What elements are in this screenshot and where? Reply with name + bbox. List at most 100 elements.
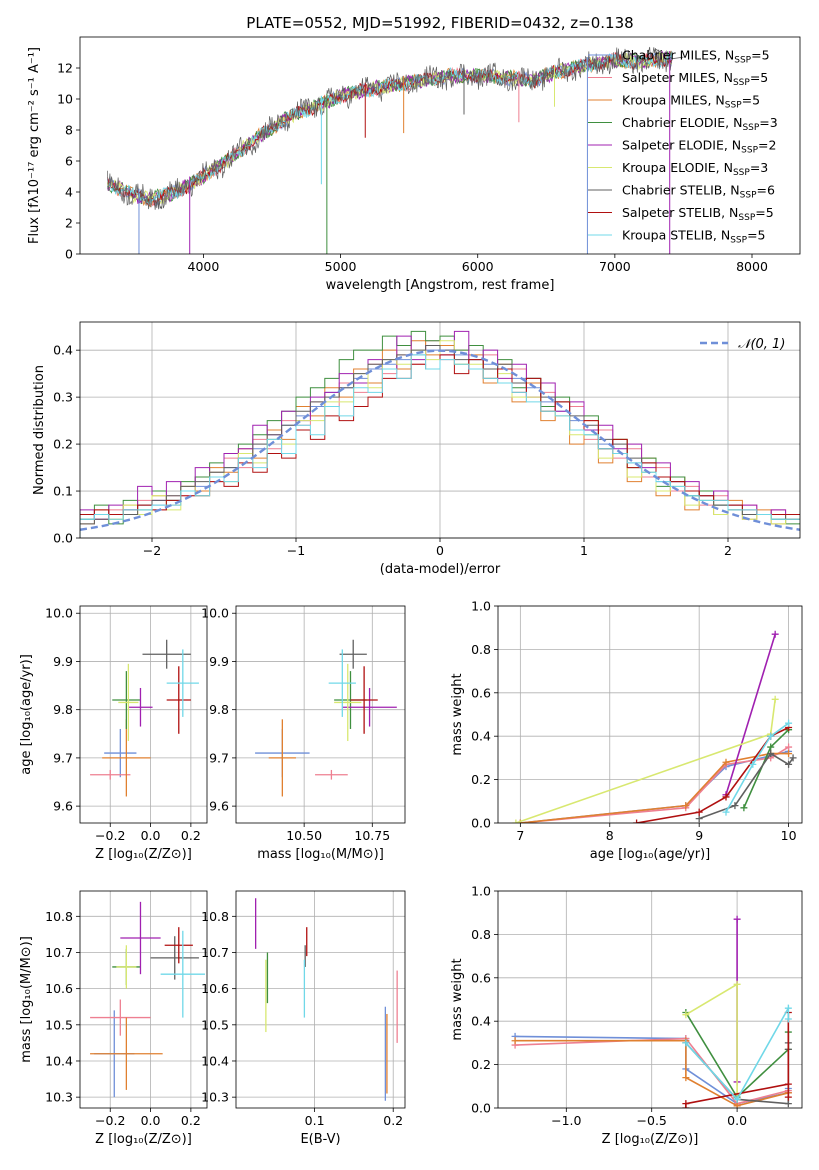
- weight-marker-kroupa-miles: [682, 802, 690, 810]
- legend-label-chabrier-stelib: Chabrier STELIB, NSSP=6: [622, 183, 775, 201]
- weight-marker-kroupa-elodie: [682, 1011, 690, 1019]
- spectrum-kroupa-elodie: [107, 52, 673, 205]
- weight-marker-kroupa-miles: [682, 1074, 690, 1082]
- x-axis-label: Z [log₁₀(Z/Z⊙)]: [95, 1132, 192, 1147]
- legend-label-chabrier-miles: Chabrier MILES, NSSP=5: [622, 48, 770, 66]
- y-tick-label: 2: [65, 216, 73, 231]
- y-tick-label: 9.7: [53, 750, 73, 765]
- mass-vs-extinction-panel-frame: [235, 890, 406, 1109]
- weight-marker-kroupa-miles: [785, 750, 793, 758]
- y-tick-label: 9.8: [53, 702, 73, 717]
- age-vs-metallicity-panel-plot-area: [90, 639, 199, 797]
- weight-marker-chabrier-stelib: [789, 754, 797, 762]
- weight-marker-chabrier-stelib: [785, 760, 793, 768]
- weight-marker-kroupa-elodie: [771, 695, 779, 703]
- x-tick-label: 0.2: [383, 1113, 403, 1128]
- y-tick-label: 10.6: [45, 981, 73, 996]
- y-axis-label: mass [log₁₀(M/M⊙)]: [19, 936, 34, 1063]
- weight-marker-chabrier-elodie: [767, 743, 775, 751]
- y-tick-label: 1.0: [471, 884, 491, 899]
- x-tick-label: 0.0: [141, 828, 161, 843]
- weight-line-kroupa-miles: [520, 752, 789, 823]
- spectrum-tail: [655, 49, 684, 60]
- residual-histogram-panel: −2 −1 0 1 2 0.0 0.1 0.2 0.3 0.4 (data-model)/error…: [32, 321, 801, 577]
- y-tick-label: 0.4: [471, 729, 491, 744]
- y-tick-label: 4: [65, 185, 73, 200]
- x-tick-label: 4000: [188, 259, 220, 274]
- weight-marker-kroupa-elodie: [733, 980, 741, 988]
- mass-vs-metallicity-panel-frame: [79, 890, 208, 1109]
- spectrum-panel-plot-area: [107, 46, 684, 254]
- weight-marker-chabrier-elodie: [740, 804, 748, 812]
- weight-marker-salpeter-stelib: [784, 1093, 792, 1101]
- x-tick-label: 6000: [462, 259, 494, 274]
- mass-vs-extinction-panel-plot-area: [255, 898, 398, 1101]
- x-tick-label: 5000: [325, 259, 357, 274]
- weight-line-kroupa-stelib: [685, 1005, 790, 1101]
- mass-vs-metallicity-panel-plot-area: [90, 901, 205, 1098]
- y-tick-label: 6: [65, 154, 73, 169]
- weight-marker-salpeter-stelib: [633, 819, 641, 823]
- x-tick-label: 0.2: [181, 828, 201, 843]
- gaussian-curve: [80, 349, 800, 531]
- y-tick-label: 10.8: [45, 909, 73, 924]
- weight-marker-kroupa-stelib: [733, 1095, 741, 1103]
- y-tick-label: 9.8: [209, 702, 229, 717]
- spectrum-panel: 4000 5000 6000 7000 8000 0 2 4 6 8 10 12 wavelength …: [27, 36, 801, 293]
- age-vs-metallicity-panel-frame: [79, 605, 208, 824]
- x-tick-label: 8000: [736, 259, 768, 274]
- age-vs-mass-panel-frame: [235, 605, 406, 824]
- mass-weight-vs-age-panel: 7 8 9 10 0.0 0.2 0.4 0.6 0.8 1.0 age [log₁₀(age/yr…: [450, 599, 803, 862]
- residual-histogram-panel-frame: [79, 321, 801, 539]
- x-tick-label: −0.2: [95, 828, 125, 843]
- y-tick-label: 0.1: [53, 484, 73, 499]
- weight-marker-chabrier-stelib: [695, 815, 703, 823]
- mass-vs-extinction-panel: 0.1 0.2 10.3 10.4 10.5 10.6 10.7 10.8 E(B-V): [201, 890, 406, 1147]
- y-tick-label: 10.8: [201, 909, 229, 924]
- legend-label-kroupa-miles: Kroupa MILES, NSSP=5: [622, 93, 760, 111]
- x-tick-label: 10: [781, 828, 797, 843]
- y-tick-label: 1.0: [471, 599, 491, 614]
- x-tick-label: 7000: [599, 259, 631, 274]
- weight-marker-kroupa-elodie: [512, 819, 520, 823]
- x-tick-label: −2: [143, 543, 161, 558]
- x-tick-label: −1.0: [551, 1113, 581, 1128]
- y-tick-label: 10.0: [45, 606, 73, 621]
- weight-marker-salpeter-elodie: [771, 630, 779, 638]
- figure-title: PLATE=0552, MJD=51992, FIBERID=0432, z=0…: [246, 14, 633, 32]
- x-axis-label: age [log₁₀(age/yr)]: [590, 847, 711, 862]
- y-tick-label: 10: [57, 92, 73, 107]
- y-axis-label: mass weight: [450, 673, 465, 755]
- y-tick-label: 10.7: [201, 945, 229, 960]
- mass-weight-vs-metallicity-panel: −1.0 −0.5 0.0 0.0 0.2 0.4 0.6 0.8 1.0 Z [log₁₀(Z/…: [450, 884, 803, 1147]
- y-tick-label: 9.6: [53, 799, 73, 814]
- y-tick-label: 0.4: [471, 1014, 491, 1029]
- legend-label-gaussian: 𝒩(0, 1): [738, 337, 785, 352]
- weight-marker-kroupa-stelib: [682, 1039, 690, 1047]
- age-vs-mass-panel: 10.50 10.75 9.6 9.7 9.8 9.9 10.0 mass [log₁₀(M/…: [201, 605, 406, 862]
- y-tick-label: 0.2: [53, 437, 73, 452]
- y-tick-label: 10.4: [45, 1053, 73, 1068]
- x-tick-label: 2: [724, 543, 732, 558]
- weight-marker-kroupa-miles: [733, 1102, 741, 1108]
- y-tick-label: 0.8: [471, 642, 491, 657]
- y-tick-label: 0.2: [471, 772, 491, 787]
- spectrum-panel-frame: [79, 36, 801, 255]
- y-tick-label: 12: [57, 61, 73, 76]
- age-vs-metallicity-panel: −0.2 0.0 0.2 9.6 9.7 9.8 9.9 10.0 Z [log₁₀(Z/Z⊙)…: [19, 605, 208, 862]
- mass-weight-vs-age-panel-plot-area: [512, 630, 797, 823]
- y-tick-label: 0.8: [471, 927, 491, 942]
- y-axis-label: Flux [fλ10⁻¹⁷ erg cm⁻² s⁻¹ A⁻¹]: [27, 47, 42, 244]
- legend-label-salpeter-elodie: Salpeter ELODIE, NSSP=2: [622, 138, 776, 156]
- weight-marker-kroupa-stelib: [784, 1015, 792, 1023]
- x-axis-label: mass [log₁₀(M/M⊙)]: [257, 847, 384, 862]
- y-tick-label: 10.3: [201, 1090, 229, 1105]
- y-tick-label: 8: [65, 123, 73, 138]
- y-tick-label: 10.6: [201, 981, 229, 996]
- mass-weight-vs-metallicity-panel-frame: [497, 890, 803, 1109]
- weight-line-salpeter-elodie: [725, 633, 776, 796]
- y-tick-label: 10.5: [45, 1017, 73, 1032]
- x-axis-label: E(B-V): [300, 1132, 340, 1147]
- y-axis-label: mass weight: [450, 958, 465, 1040]
- y-tick-label: 10.4: [201, 1053, 229, 1068]
